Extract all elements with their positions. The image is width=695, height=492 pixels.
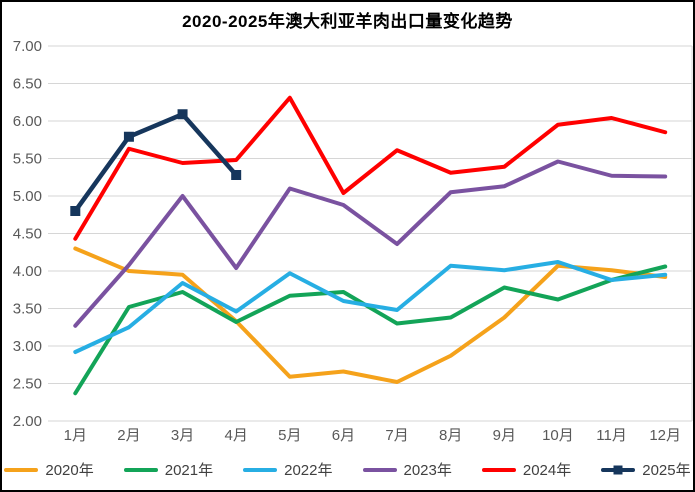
x-axis-tick: 3月 (171, 427, 194, 444)
x-axis-tick: 7月 (385, 427, 408, 444)
legend-label: 2022年 (284, 462, 333, 479)
x-axis-tick: 1月 (64, 427, 87, 444)
legend-label: 2024年 (522, 462, 572, 479)
x-axis-tick: 12月 (649, 427, 681, 444)
series-line-2021年 (73, 264, 668, 396)
legend-square-marker (613, 465, 623, 474)
series-line-2025年 (73, 112, 239, 214)
legend-swatch (4, 467, 39, 472)
legend-item-2023年: 2023年 (362, 459, 452, 480)
legend-swatch (123, 467, 158, 472)
y-axis-tick: 4.50 (13, 226, 42, 243)
x-axis-tick: 8月 (439, 427, 462, 444)
y-axis-tick: 5.00 (13, 188, 42, 205)
y-axis-tick: 7.00 (13, 38, 42, 55)
legend-label: 2021年 (164, 462, 214, 479)
series-marker-2025年 (70, 206, 81, 216)
legend-swatch (243, 467, 278, 472)
y-axis-tick: 4.00 (13, 263, 42, 280)
legend-label: 2023年 (403, 462, 452, 479)
x-axis-tick: 4月 (225, 427, 248, 444)
legend-item-2022年: 2022年 (243, 459, 333, 480)
x-axis-tick: 6月 (332, 427, 355, 444)
legend-swatch (362, 467, 397, 472)
y-axis-tick: 3.00 (13, 338, 42, 355)
y-axis-tick: 6.50 (13, 76, 42, 93)
y-axis-tick: 3.50 (13, 301, 42, 318)
series-marker-2025年 (123, 131, 134, 142)
legend-item-2024年: 2024年 (481, 459, 572, 480)
chart-title: 2020-2025年澳大利亚羊肉出口量变化趋势 (182, 12, 513, 31)
chart-legend: 2020年 2021年 2022年 2023年 2024年 2025年 (2, 459, 693, 480)
series-line-2023年 (73, 159, 668, 328)
legend-item-2020年: 2020年 (4, 459, 94, 480)
legend-swatch (481, 467, 516, 472)
legend-item-2025年: 2025年 (601, 459, 691, 480)
line-chart: 7.00 6.50 6.00 5.50 5.00 4.50 4.00 3.50 3.00 2.50… (13, 38, 693, 444)
series-marker-2025年 (231, 170, 242, 180)
x-axis-tick: 11月 (596, 427, 627, 444)
x-axis-tick: 5月 (278, 427, 301, 444)
y-axis-tick: 2.50 (13, 376, 42, 393)
series-marker-2025年 (177, 109, 188, 120)
legend-label: 2025年 (642, 462, 691, 479)
legend-label: 2020年 (45, 462, 94, 479)
y-axis-tick: 2.00 (13, 413, 42, 430)
legend-item-2021年: 2021年 (123, 459, 214, 480)
y-axis-tick: 6.00 (13, 113, 42, 130)
x-axis-tick: 10月 (542, 427, 574, 444)
legend-swatch (601, 465, 636, 474)
y-axis-tick: 5.50 (13, 151, 42, 168)
series-line-2022年 (73, 260, 668, 354)
series-line-2024年 (73, 95, 668, 241)
x-axis-tick: 2月 (117, 427, 140, 444)
x-axis-tick: 9月 (493, 427, 516, 444)
